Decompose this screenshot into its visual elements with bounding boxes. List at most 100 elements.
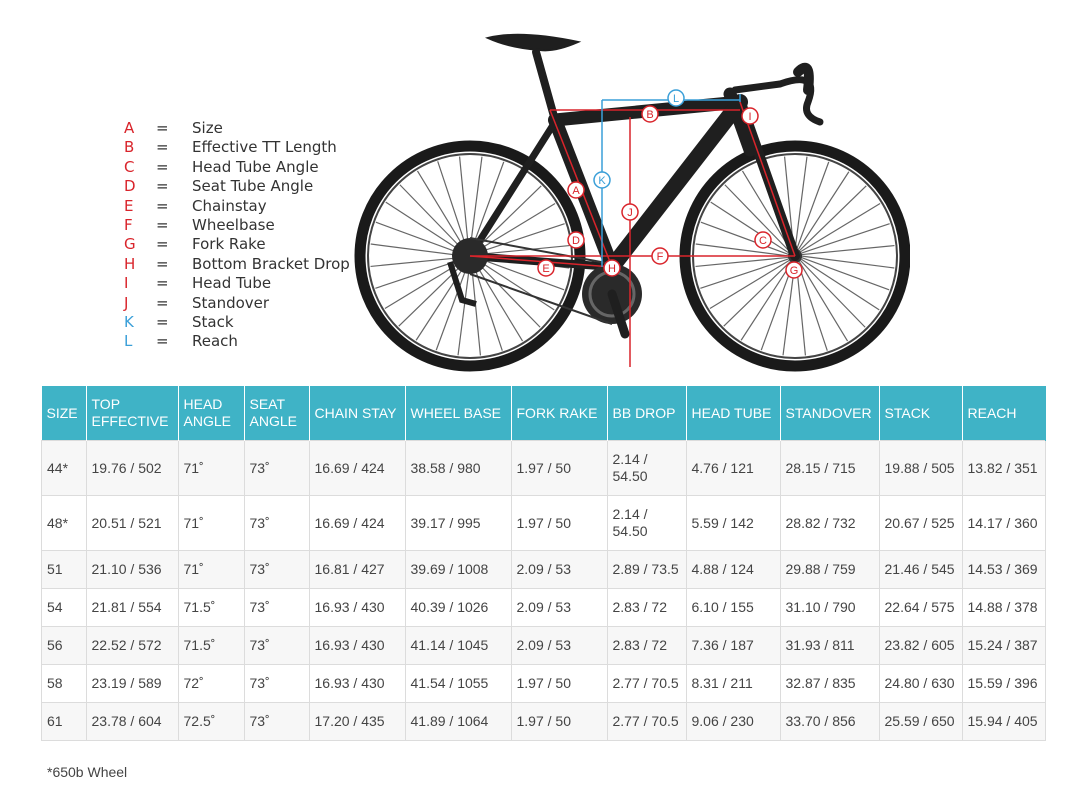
table-cell: 2.09 / 53 <box>510 588 608 627</box>
legend-equals: = <box>156 235 169 254</box>
table-cell: 7.36 / 187 <box>685 626 781 665</box>
legend-equals: = <box>156 293 169 312</box>
table-cell: 38.58 / 980 <box>404 440 512 496</box>
legend-label: Seat Tube Angle <box>192 177 314 196</box>
drivetrain <box>447 237 642 339</box>
svg-text:L: L <box>673 93 679 105</box>
column-header-line: HEAD <box>183 396 223 412</box>
legend-label: Head Tube <box>192 274 272 293</box>
svg-text:J: J <box>627 207 633 219</box>
legend-letter: J <box>124 293 129 312</box>
column-header: STACK <box>879 386 963 441</box>
table-cell: 16.93 / 430 <box>308 664 406 703</box>
table-cell: 20.51 / 521 <box>85 495 179 551</box>
legend-row: I = Head Tube <box>120 274 360 293</box>
table-cell: 61 <box>41 702 87 741</box>
legend-label: Stack <box>192 312 234 331</box>
table-cell: 28.15 / 715 <box>779 440 880 496</box>
geometry-markers: A B C D E F G H I J K L <box>537 89 803 279</box>
table-header-row: SIZE TOP EFFECTIVE HEAD ANGLE SEAT ANGLE CHAIN … <box>41 386 1046 441</box>
table-cell: 1.97 / 50 <box>510 440 608 496</box>
table-cell: 2.09 / 53 <box>510 550 608 589</box>
svg-text:I: I <box>748 111 751 123</box>
geometry-marker-i: I <box>741 107 759 125</box>
column-header: WHEEL BASE <box>405 386 512 441</box>
geometry-marker-c: C <box>754 231 772 249</box>
table-cell: 33.70 / 856 <box>779 702 880 741</box>
table-cell: 32.87 / 835 <box>779 664 880 703</box>
legend-row: J = Standover <box>120 294 360 313</box>
table-cell: 48* <box>41 495 87 551</box>
column-header-line: CHAIN STAY <box>314 404 397 421</box>
legend-equals: = <box>156 332 169 351</box>
table-cell: 2.77 / 70.5 <box>606 702 687 741</box>
table-row: 58 23.19 / 589 72˚ 73˚ 16.93 / 430 41.54 / 10… <box>41 664 1046 703</box>
legend-letter: D <box>124 177 136 196</box>
table-cell: 56 <box>41 626 87 665</box>
legend-row: B = Effective TT Length <box>120 138 360 157</box>
table-cell: 51 <box>41 550 87 589</box>
geometry-legend: A = Size B = Effective TT Length C = Head Tube A… <box>120 119 360 352</box>
legend-equals: = <box>156 215 169 234</box>
table-cell: 23.82 / 605 <box>878 626 963 665</box>
table-cell: 14.17 / 360 <box>961 495 1046 551</box>
table-cell: 28.82 / 732 <box>779 495 880 551</box>
table-cell: 16.69 / 424 <box>308 495 406 551</box>
legend-label: Chainstay <box>192 196 267 215</box>
column-header-line: FORK RAKE <box>516 404 598 421</box>
geometry-marker-f: F <box>651 247 669 265</box>
legend-equals: = <box>156 196 169 215</box>
legend-label: Size <box>192 119 223 137</box>
column-header: TOP EFFECTIVE <box>86 386 179 441</box>
table-cell: 73˚ <box>243 702 310 741</box>
table-cell: 19.88 / 505 <box>878 440 963 496</box>
table-cell: 15.24 / 387 <box>961 626 1046 665</box>
table-cell: 9.06 / 230 <box>685 702 781 741</box>
table-cell: 73˚ <box>243 440 310 496</box>
table-cell: 29.88 / 759 <box>779 550 880 589</box>
table-cell: 2.89 / 73.5 <box>606 550 687 589</box>
column-header-line: ANGLE <box>183 413 231 429</box>
svg-text:D: D <box>572 235 580 247</box>
table-cell: 4.88 / 124 <box>685 550 781 589</box>
legend-equals: = <box>156 157 169 176</box>
table-cell: 21.10 / 536 <box>85 550 179 589</box>
table-cell: 58 <box>41 664 87 703</box>
table-cell: 6.10 / 155 <box>685 588 781 627</box>
legend-label: Wheelbase <box>192 215 275 234</box>
geometry-marker-e: E <box>537 259 555 277</box>
table-cell: 13.82 / 351 <box>961 440 1046 496</box>
legend-label: Bottom Bracket Drop <box>192 254 350 273</box>
table-cell: 31.10 / 790 <box>779 588 880 627</box>
column-header: BB DROP <box>607 386 687 441</box>
table-cell: 17.20 / 435 <box>308 702 406 741</box>
table-cell: 24.80 / 630 <box>878 664 963 703</box>
svg-text:E: E <box>542 263 549 275</box>
table-row: 44* 19.76 / 502 71˚ 73˚ 16.69 / 424 38.58 / 9… <box>41 440 1046 496</box>
column-header-line: WHEEL BASE <box>410 404 502 421</box>
column-header-line: BB DROP <box>612 404 676 421</box>
table-cell: 2.83 / 72 <box>606 588 687 627</box>
geometry-marker-k: K <box>593 171 611 189</box>
table-cell: 73˚ <box>243 664 310 703</box>
legend-letter: F <box>124 215 133 234</box>
table-cell: 71˚ <box>177 440 245 496</box>
legend-row: G = Fork Rake <box>120 235 360 254</box>
table-cell: 44* <box>41 440 87 496</box>
legend-letter: I <box>124 274 129 293</box>
legend-label: Standover <box>192 293 270 312</box>
legend-equals: = <box>156 254 169 273</box>
legend-row: C = Head Tube Angle <box>120 158 360 177</box>
bike-geometry-diagram: A B C D E F G H I J K L <box>354 33 910 372</box>
geometry-marker-a: A <box>567 181 585 199</box>
table-row: 56 22.52 / 572 71.5˚ 73˚ 16.93 / 430 41.14 / … <box>41 626 1046 665</box>
column-header: HEAD ANGLE <box>178 386 245 441</box>
legend-equals: = <box>156 177 169 196</box>
column-header-line: SEAT <box>249 396 286 412</box>
table-cell: 39.17 / 995 <box>404 495 512 551</box>
column-header: FORK RAKE <box>511 386 608 441</box>
table-cell: 16.81 / 427 <box>308 550 406 589</box>
column-header: REACH <box>962 386 1046 441</box>
legend-row: L = Reach <box>120 332 360 351</box>
table-cell: 14.53 / 369 <box>961 550 1046 589</box>
